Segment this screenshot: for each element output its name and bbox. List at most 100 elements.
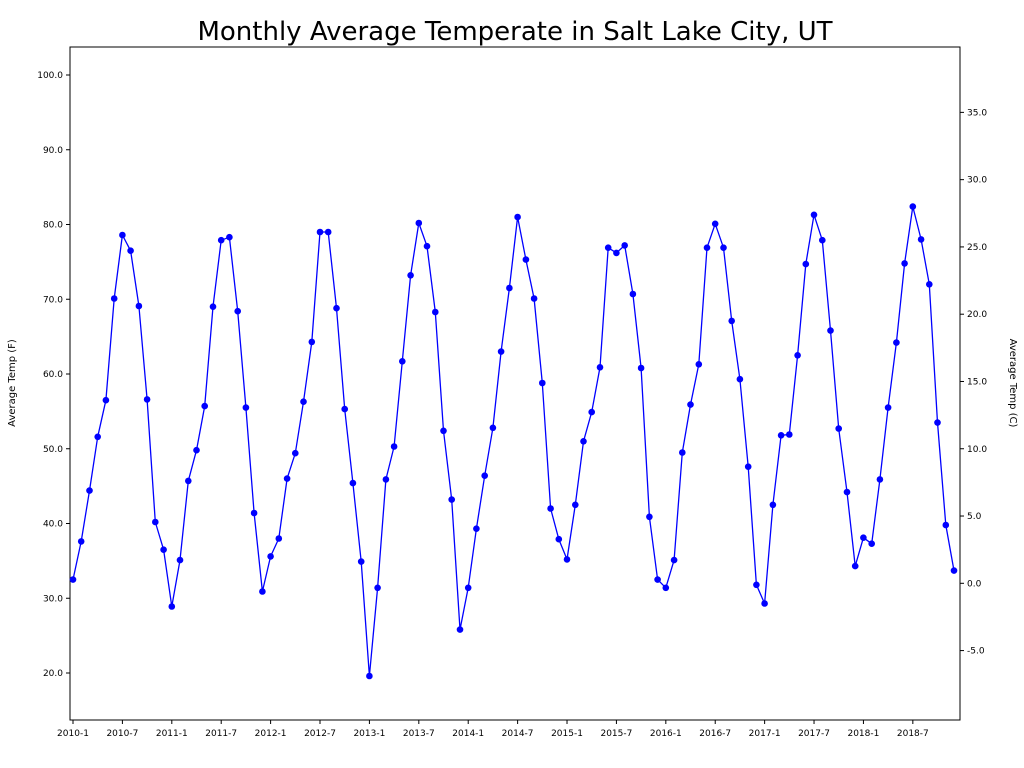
data-point [843, 488, 851, 496]
data-point [851, 562, 859, 570]
data-point [152, 518, 159, 526]
data-point [94, 433, 101, 441]
data-point [333, 304, 340, 312]
right-y-tick-label: 0.0 [967, 579, 982, 589]
data-point [390, 443, 398, 450]
data-point [662, 584, 670, 592]
right-y-tick-label: -5.0 [967, 647, 985, 657]
data-point [374, 584, 381, 592]
data-point [637, 364, 645, 372]
data-point [382, 476, 390, 483]
data-point [473, 525, 480, 532]
data-point [209, 303, 217, 311]
data-point [909, 203, 917, 210]
data-point [588, 408, 595, 416]
data-point [366, 672, 373, 680]
x-tick-label: 2011-1 [156, 729, 188, 739]
data-point [720, 244, 727, 251]
x-tick-label: 2018-7 [897, 729, 929, 739]
data-point [901, 260, 908, 267]
data-point [349, 479, 357, 487]
data-point [275, 535, 283, 542]
data-point [876, 476, 884, 483]
data-point [481, 472, 489, 480]
x-tick-label: 2010-1 [57, 729, 89, 739]
right-y-tick-label: 30.0 [967, 176, 987, 186]
data-point [884, 404, 892, 411]
data-point [802, 260, 810, 268]
data-point [687, 401, 694, 408]
temperature-line [72, 205, 955, 677]
data-point [102, 396, 110, 404]
data-point [539, 379, 546, 387]
data-point [786, 431, 793, 438]
x-tick-label: 2014-7 [502, 729, 534, 739]
data-point [119, 231, 126, 239]
x-tick-label: 2017-1 [749, 729, 781, 739]
x-tick-label: 2012-1 [255, 729, 287, 739]
data-point [950, 567, 958, 574]
x-tick-label: 2014-1 [452, 729, 484, 739]
data-point [506, 284, 513, 292]
data-point [110, 295, 118, 302]
data-point [86, 487, 93, 494]
x-tick-label: 2016-7 [699, 729, 731, 739]
x-tick-label: 2018-1 [847, 729, 879, 739]
chart-title: Monthly Average Temperate in Salt Lake C… [197, 17, 832, 47]
x-tick-label: 2017-7 [798, 729, 830, 739]
data-point [448, 496, 456, 503]
right-y-axis: 35.0 30.0 25.0 20.0 15.0 10.0 5.0 0.0 -5.0 [960, 108, 987, 657]
data-point [316, 228, 324, 236]
data-point [794, 352, 801, 359]
data-point [753, 581, 760, 589]
left-y-tick-label: 20.0 [43, 669, 63, 679]
data-point [324, 228, 332, 236]
left-y-tick-label: 90.0 [43, 146, 63, 156]
data-point [893, 339, 900, 346]
data-point [489, 424, 497, 432]
left-y-tick-label: 50.0 [43, 445, 63, 455]
data-point [514, 213, 521, 221]
right-y-tick-label: 5.0 [967, 512, 982, 522]
data-point [917, 236, 925, 243]
data-point [679, 449, 686, 456]
x-tick-label: 2013-7 [403, 729, 435, 739]
data-point [629, 290, 637, 298]
data-point [357, 558, 365, 565]
data-point [464, 584, 472, 592]
data-point [69, 576, 77, 583]
data-point [580, 438, 587, 445]
x-tick-label: 2013-1 [353, 729, 385, 739]
right-y-tick-label: 20.0 [967, 310, 987, 320]
data-point [201, 402, 208, 410]
data-point [415, 219, 423, 227]
right-y-tick-label: 25.0 [967, 243, 987, 253]
data-point [399, 358, 406, 365]
data-point [736, 375, 744, 383]
data-point [646, 513, 653, 521]
data-point [168, 603, 176, 610]
data-point [292, 449, 299, 457]
right-y-tick-label: 10.0 [967, 445, 987, 455]
data-point [563, 556, 571, 563]
data-point [654, 576, 661, 583]
data-point [440, 427, 447, 435]
data-point [456, 626, 464, 633]
left-y-tick-label: 30.0 [43, 594, 63, 604]
data-point [341, 405, 349, 413]
data-point [193, 446, 200, 454]
data-point [226, 233, 233, 241]
data-point [744, 463, 752, 471]
data-point [572, 501, 579, 509]
plot-box [69, 46, 961, 721]
data-point [810, 211, 818, 219]
x-tick-label: 2011-7 [205, 729, 237, 739]
data-point [522, 256, 530, 263]
left-y-axis-label: Average Temp (F) [7, 339, 18, 427]
data-point [185, 477, 192, 485]
data-point [127, 247, 134, 254]
data-point [497, 348, 505, 355]
data-point [530, 295, 538, 302]
